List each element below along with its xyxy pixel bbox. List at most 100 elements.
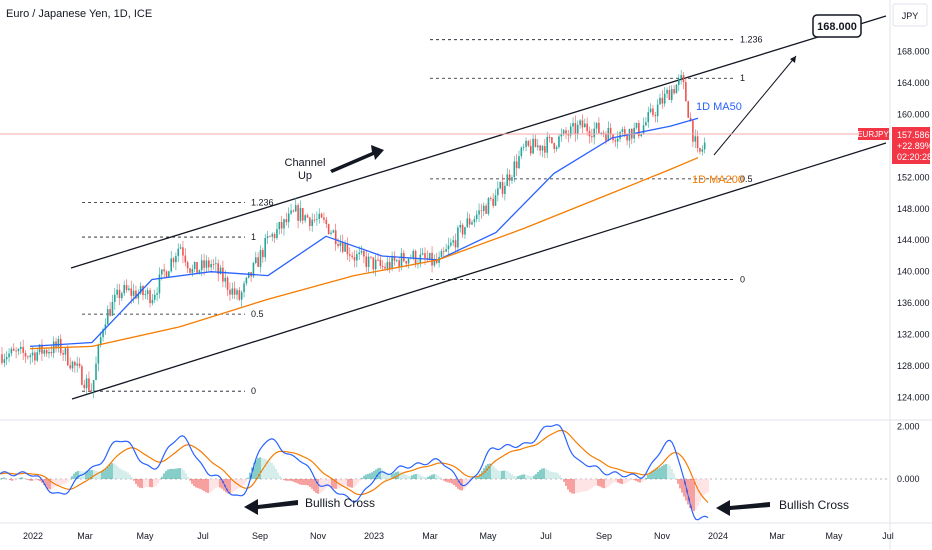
candle-body [478,210,480,215]
price-axis[interactable]: 124.000 128.000 132.000 136.000 140.000 144.0… [897,47,930,403]
candle-body [440,251,443,257]
candle-body [323,217,325,220]
candle-body [534,138,537,148]
candle-body [400,253,403,268]
candle-body [17,348,20,352]
candle-body [694,136,697,142]
candle-body [125,285,128,290]
candle-body [553,143,556,149]
candle-body [302,208,304,221]
candle-body [424,253,426,259]
candle-body [480,210,483,212]
candle-body [609,127,612,135]
candle-body [170,258,172,272]
projection-arrow[interactable] [713,55,797,156]
candle-body [219,267,222,274]
channel-up-arrow[interactable] [330,145,384,173]
price-tick-label: 124.000 [897,393,930,403]
macd-tick-label: 0.000 [897,474,920,484]
candle-body [551,137,553,144]
candle-body [217,263,219,274]
1d-ma200-line[interactable] [29,157,699,350]
candle-body [316,218,318,220]
macd-line[interactable] [0,424,709,521]
candle-body [504,185,506,194]
candle-body [99,337,102,346]
annotations[interactable] [244,55,797,516]
candle-body [584,123,586,128]
candle-body [685,82,687,102]
candle-body [130,288,133,296]
1d-ma50-line[interactable] [29,117,699,348]
candle-body [682,75,685,83]
candle-body [640,133,642,137]
currency-box[interactable] [892,3,928,27]
candle-body [626,135,628,141]
time-tick-label: 2024 [708,531,728,541]
candle-body [544,146,546,153]
candle-body [29,355,31,358]
moving-averages[interactable] [29,117,699,350]
candle-body [621,129,624,132]
macd-axis[interactable]: 2.000 0.000 [897,422,920,485]
target-callout[interactable] [812,14,862,38]
candle-body [518,156,520,169]
candle-body [142,286,144,296]
candle-body [41,344,43,354]
candle-body [67,348,69,366]
candle-body [515,161,518,169]
candle-body [490,198,492,199]
time-tick-label: 2023 [364,531,384,541]
candle-body [114,294,116,302]
candle-body [186,262,189,269]
candle-body [701,149,704,152]
macd-signal-line[interactable] [0,429,709,503]
candle-body [591,136,593,138]
channel-lower-line[interactable] [71,142,887,400]
candle-body [88,378,90,391]
candle-body [45,350,48,354]
candle-body [175,256,177,263]
candle-body [12,348,15,351]
price-tick-label: 140.000 [897,267,930,277]
bullish-cross-left-arrow[interactable] [244,499,298,515]
candle-body [447,245,450,250]
candle-body [106,309,109,325]
time-axis[interactable]: 2022 Mar May Jul Sep Nov 2023 Mar May Jul Sep Nov 20… [23,531,894,541]
candle-body [278,222,281,230]
bullish-cross-right-arrow[interactable] [716,500,770,516]
candle-body [586,123,588,132]
candle-body [172,258,175,263]
candle-body [78,363,81,367]
candle-body [642,125,645,134]
candle-body [224,277,227,282]
channel-upper-line[interactable] [70,15,887,269]
candle-body [372,257,375,270]
fib-level-label: 0 [251,386,256,396]
candle-body [1,354,3,363]
price-candles[interactable] [1,69,706,399]
macd-indicator[interactable] [0,424,709,521]
currency-label[interactable]: JPY [902,11,919,21]
time-tick-label: Nov [310,531,327,541]
candle-body [494,195,497,206]
candle-body [168,271,170,277]
candle-body [10,348,13,354]
candle-body [200,260,203,271]
ma200-label: 1D MA200 [692,174,744,186]
target-callout-text: 168.000 [817,21,857,33]
time-tick-label: Sep [596,531,612,541]
candle-body [339,242,342,246]
candle-body [520,147,523,157]
candle-body [541,146,544,151]
channel-up-lines[interactable] [70,15,887,400]
candle-body [635,123,638,128]
candle-body [144,294,147,296]
candle-body [572,123,574,127]
channel-label-line1: Channel [285,157,326,169]
candle-body [579,120,581,125]
candle-body [146,290,149,295]
candle-body [450,242,452,246]
candle-body [581,120,584,128]
